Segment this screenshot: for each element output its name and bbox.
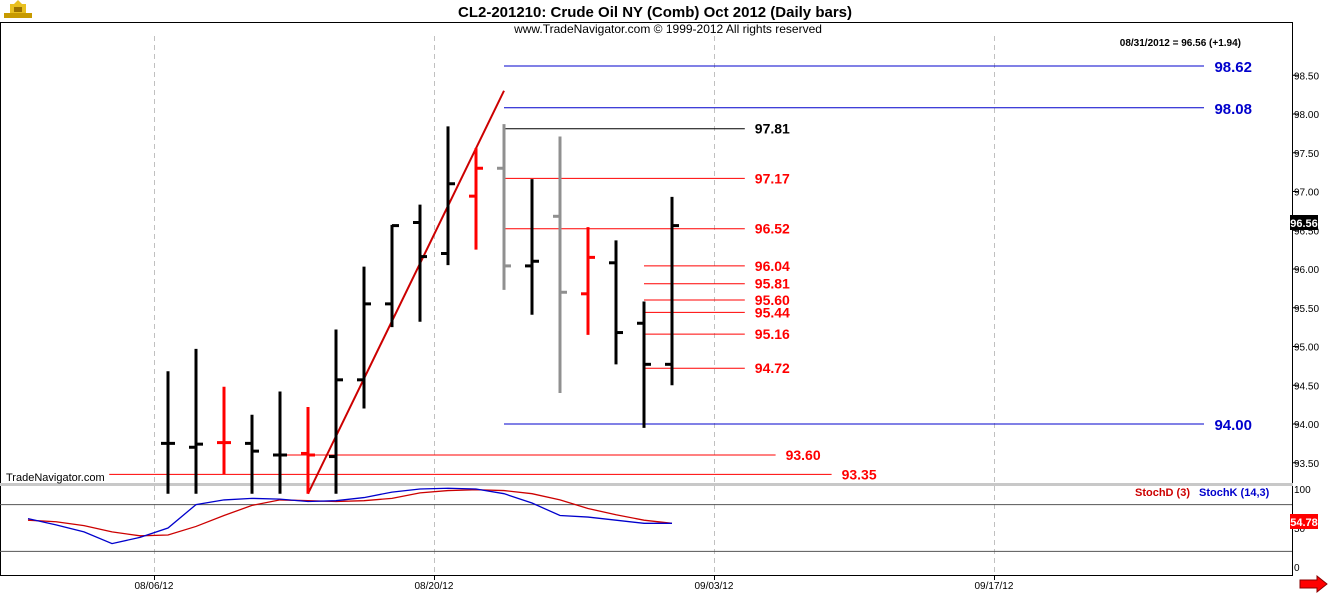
y-tick-label: 94.00 — [1294, 420, 1319, 431]
y-tick-label: 98.00 — [1294, 110, 1319, 121]
y-tick-label: 96.00 — [1294, 265, 1319, 276]
level-label: 93.35 — [842, 466, 877, 482]
ohlc-bar — [553, 136, 567, 393]
svg-text:54.78: 54.78 — [1290, 517, 1318, 529]
stoch-marker: 54.78 — [1290, 514, 1318, 529]
y-tick-label: 93.50 — [1294, 459, 1319, 470]
ohlc-bar — [161, 371, 175, 494]
legend-stoch-d: StochD (3) — [1135, 487, 1190, 499]
level-label: 96.52 — [755, 221, 790, 237]
y-tick-label: 98.50 — [1294, 71, 1319, 82]
ohlc-bar — [301, 406, 315, 494]
level-label: 97.81 — [755, 121, 790, 137]
price-marker: 96.56 — [1290, 215, 1318, 230]
x-tick-label: 09/17/12 — [975, 581, 1014, 592]
stochastic-legend: StochD (3) StochK (14,3) — [1135, 487, 1270, 499]
ohlc-bar — [609, 240, 623, 365]
x-tick-label: 08/06/12 — [135, 581, 174, 592]
logo — [4, 0, 32, 18]
y-tick-label: 94.50 — [1294, 381, 1319, 392]
level-label: 95.60 — [755, 292, 790, 308]
level-label: 95.44 — [755, 304, 790, 320]
ohlc-bar — [441, 126, 455, 266]
level-label: 97.17 — [755, 170, 790, 186]
ohlc-bar — [329, 329, 343, 494]
trendline — [307, 90, 505, 495]
scroll-right-arrow-icon[interactable] — [1299, 574, 1328, 594]
price-bars — [161, 124, 679, 494]
ohlc-bar — [189, 348, 203, 494]
last-quote: 08/31/2012 = 96.56 (+1.94) — [1120, 38, 1241, 49]
level-label: 94.00 — [1214, 417, 1252, 434]
level-label: 95.16 — [755, 326, 790, 342]
price-levels: 98.62 98.08 97.81 97.17 96.52 96.04 95.8195.60… — [109, 59, 1252, 482]
ohlc-bar — [273, 391, 287, 494]
ohlc-bar — [525, 179, 539, 315]
ohlc-bar — [497, 124, 511, 290]
chart-title: CL2-201210: Crude Oil NY (Comb) Oct 2012… — [458, 4, 852, 21]
plot-frame — [0, 22, 1293, 576]
y-tick-label: 95.50 — [1294, 304, 1319, 315]
chart-subtitle: www.TradeNavigator.com © 1999-2012 All r… — [513, 22, 822, 36]
x-tick-label: 08/20/12 — [415, 581, 454, 592]
stoch-y-tick-label: 50 — [1294, 524, 1306, 535]
level-label: 96.04 — [755, 258, 790, 274]
axes: 93.50 94.00 94.50 95.00 95.50 96.00 96.50 97.00… — [135, 71, 1320, 592]
ohlc-bar — [385, 224, 399, 328]
ohlc-bar — [357, 266, 371, 409]
legend-stoch-k: StochK (14,3) — [1199, 487, 1270, 499]
level-label: 93.60 — [786, 447, 821, 463]
level-label: 98.62 — [1214, 59, 1252, 76]
level-label: 94.72 — [755, 360, 790, 376]
stoch-series-line — [27, 489, 673, 537]
x-tick-label: 09/03/12 — [695, 581, 734, 592]
y-tick-label: 97.00 — [1294, 188, 1319, 199]
ohlc-bar — [581, 227, 595, 335]
y-tick-label: 96.50 — [1294, 226, 1319, 237]
ohlc-bar — [245, 414, 259, 494]
ohlc-bar — [413, 204, 427, 322]
trendline-segment — [307, 90, 505, 495]
ohlc-bar — [637, 301, 651, 428]
level-label: 98.08 — [1214, 101, 1252, 118]
stoch-y-tick-label: 100 — [1294, 485, 1311, 496]
ohlc-bar — [469, 148, 483, 250]
stoch-series-line — [27, 487, 672, 545]
y-tick-label: 97.50 — [1294, 149, 1319, 160]
svg-text:96.56: 96.56 — [1290, 218, 1318, 230]
level-label: 95.81 — [755, 276, 790, 292]
ohlc-bar — [665, 196, 679, 386]
stochastic-pane — [0, 487, 1292, 552]
ohlc-bar — [217, 386, 231, 475]
y-tick-label: 95.00 — [1294, 343, 1319, 354]
watermark: TradeNavigator.com — [6, 472, 105, 484]
stoch-y-tick-label: 0 — [1294, 563, 1300, 574]
